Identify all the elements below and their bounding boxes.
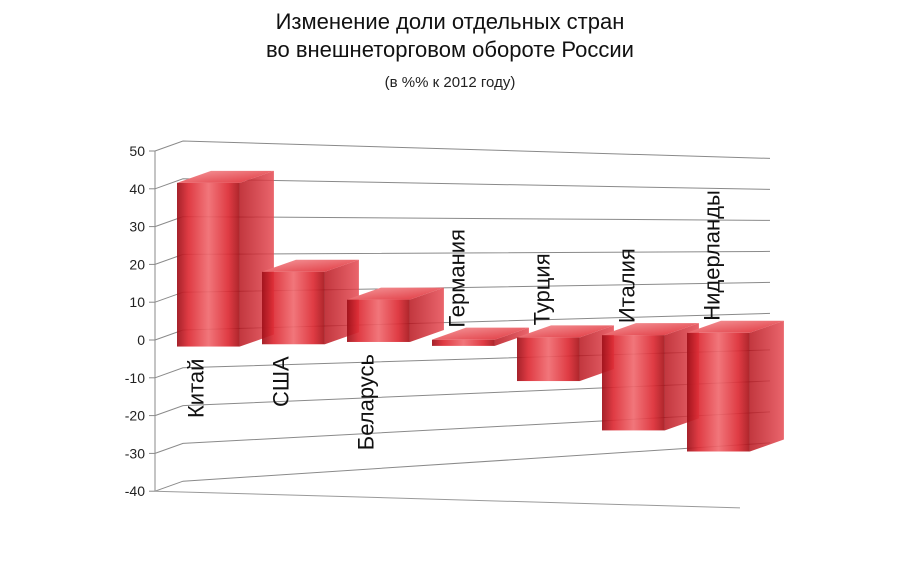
bar-front: [262, 271, 325, 345]
category-label: Германия: [445, 229, 470, 328]
bar-top: [432, 327, 529, 340]
bar: [262, 259, 359, 345]
floor-edge: [154, 490, 741, 509]
bar-front: [347, 299, 410, 342]
category-label: Италия: [615, 248, 640, 323]
y-tick-label: 20: [129, 256, 145, 272]
bar-top: [517, 325, 614, 338]
category-label: Беларусь: [353, 354, 378, 450]
gridline: [154, 178, 771, 190]
bar-side: [749, 320, 784, 452]
bar-front: [687, 332, 750, 452]
bar: [517, 325, 614, 382]
chart-title-line2: во внешнеторговом обороте России: [266, 37, 634, 62]
y-tick-label: 10: [129, 294, 145, 310]
chart-subtitle: (в %% к 2012 году): [384, 74, 516, 91]
category-label: Турция: [530, 253, 555, 325]
y-tick-label: -40: [125, 483, 145, 499]
y-tick-label: -30: [125, 445, 145, 461]
category-label: США: [268, 356, 293, 407]
y-tick-label: 0: [137, 332, 145, 348]
category-label: Китай: [183, 359, 208, 418]
y-tick-label: 40: [129, 181, 145, 197]
bar: [432, 327, 529, 346]
bar-top: [177, 170, 274, 183]
y-tick-label: 30: [129, 219, 145, 235]
bar: [347, 287, 444, 342]
bar: [602, 323, 699, 431]
bar-front: [177, 182, 240, 347]
bar-front: [517, 337, 580, 382]
bar-top: [347, 287, 444, 300]
gridline: [154, 442, 771, 492]
bar-front: [602, 335, 665, 431]
gridline: [154, 140, 771, 159]
bar-top: [602, 323, 699, 336]
y-axis: 50 40 30 20 10 0 -10 -20 -30 -40: [125, 143, 741, 509]
bar-top: [262, 259, 359, 272]
category-labels: Китай США Беларусь Германия Турция Италия Ниде…: [183, 190, 724, 450]
bar-top: [687, 320, 784, 333]
chart-title-line1: Изменение доли отдельных стран: [275, 9, 625, 34]
bar-front: [432, 339, 495, 346]
category-label: Нидерланды: [700, 190, 725, 321]
y-tick-label: -20: [125, 408, 145, 424]
bar: [177, 170, 274, 347]
bar: [687, 320, 784, 452]
y-tick-label: -10: [125, 370, 145, 386]
gridline: [154, 380, 771, 417]
y-tick-label: 50: [129, 143, 145, 159]
bars: [177, 170, 784, 452]
gridline: [154, 411, 771, 454]
bar-side: [494, 327, 529, 346]
bar-side: [409, 287, 444, 342]
